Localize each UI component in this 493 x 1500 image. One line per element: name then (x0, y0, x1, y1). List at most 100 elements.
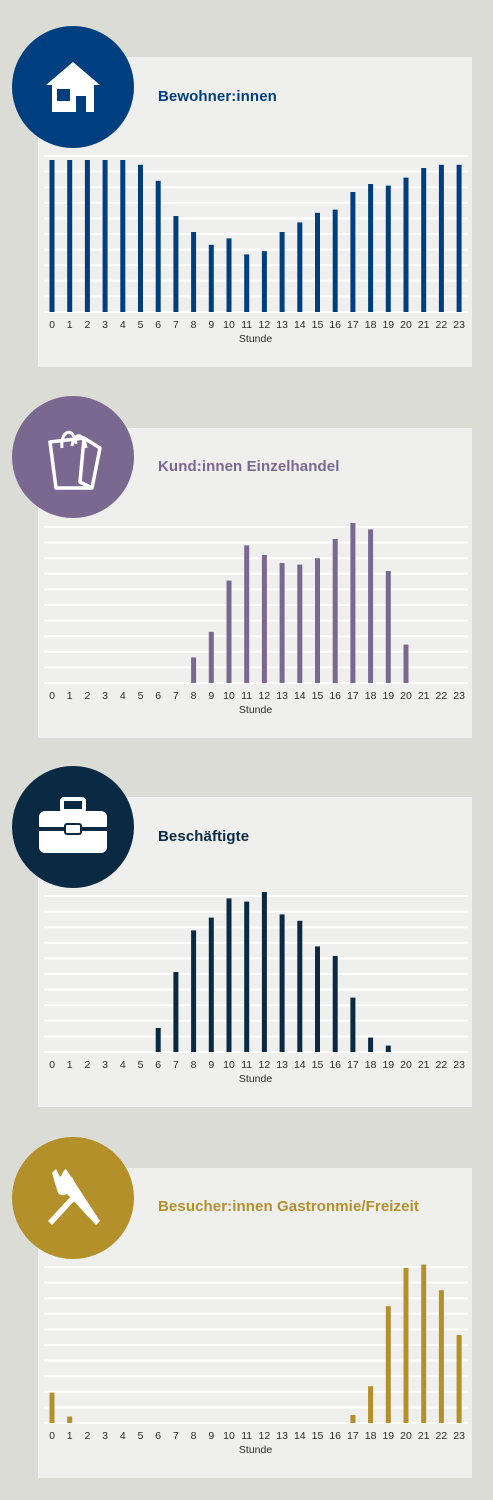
bar-hour-14 (297, 564, 303, 683)
bar-hour-8 (191, 232, 197, 312)
x-tick-label: 8 (191, 1430, 197, 1442)
house-icon (12, 26, 134, 148)
x-tick-label: 4 (120, 1059, 126, 1071)
bar-hour-21 (421, 168, 427, 312)
x-tick-label: 19 (382, 1430, 394, 1442)
chart-title: Besucher:innen Gastronmie/Freizeit (158, 1198, 419, 1215)
bar-hour-4 (120, 160, 126, 312)
bar-hour-16 (332, 956, 338, 1052)
x-tick-label: 7 (173, 690, 179, 702)
x-tick-label: 22 (436, 1059, 448, 1071)
x-tick-label: 5 (138, 690, 144, 702)
x-tick-label: 13 (276, 319, 288, 331)
bar-hour-11 (244, 545, 250, 683)
bar-hour-23 (456, 164, 462, 312)
shopping-bag-icon (12, 396, 134, 518)
chart-title: Bewohner:innen (158, 88, 277, 105)
bar-hour-8 (191, 930, 197, 1052)
bar-hour-20 (403, 644, 409, 683)
bar-hour-7 (173, 216, 179, 312)
x-tick-label: 19 (382, 690, 394, 702)
x-tick-label: 8 (191, 690, 197, 702)
x-tick-label: 19 (382, 319, 394, 331)
x-tick-label: 14 (294, 1059, 306, 1071)
x-axis-label: Stunde (239, 1444, 272, 1456)
bar-hour-11 (244, 254, 250, 312)
x-tick-label: 21 (418, 1059, 430, 1071)
x-tick-label: 2 (84, 690, 90, 702)
x-tick-label: 6 (155, 1059, 161, 1071)
chart-title: Beschäftigte (158, 828, 250, 845)
bar-hour-9 (208, 631, 214, 683)
bar-hour-20 (403, 177, 409, 312)
bar-hour-20 (403, 1267, 409, 1423)
bar-hour-13 (279, 563, 285, 683)
x-tick-label: 21 (418, 1430, 430, 1442)
bar-hour-0 (49, 160, 55, 312)
bar-hour-23 (456, 1335, 462, 1423)
bar-hour-22 (438, 1290, 444, 1423)
x-tick-label: 17 (347, 1430, 359, 1442)
bar-hour-19 (385, 185, 391, 312)
bar-hour-17 (350, 523, 356, 683)
x-tick-label: 23 (453, 1059, 465, 1071)
x-tick-label: 16 (329, 1430, 341, 1442)
bar-hour-1 (67, 160, 73, 312)
x-tick-label: 15 (312, 690, 324, 702)
x-tick-label: 3 (102, 1430, 108, 1442)
bar-hour-22 (438, 164, 444, 312)
x-tick-label: 10 (223, 690, 235, 702)
x-tick-label: 0 (49, 319, 55, 331)
x-tick-label: 12 (259, 690, 271, 702)
x-tick-label: 18 (365, 1430, 377, 1442)
x-tick-label: 9 (208, 690, 214, 702)
x-tick-label: 7 (173, 1430, 179, 1442)
x-tick-label: 23 (453, 690, 465, 702)
bar-hour-18 (368, 1386, 374, 1423)
bar-hour-18 (368, 529, 374, 683)
x-tick-label: 11 (241, 1059, 252, 1071)
bar-chart-einzelhandel: 0 1 2 3 4 5 6 7 8 9 10 11 12 13 14 15 16 17 18 19 20 21 22 23St… (44, 523, 468, 716)
bar-hour-17 (350, 1415, 356, 1423)
x-tick-label: 5 (138, 1430, 144, 1442)
x-tick-label: 0 (49, 1059, 55, 1071)
x-tick-label: 3 (102, 1059, 108, 1071)
bar-hour-19 (385, 1306, 391, 1423)
bar-hour-10 (226, 898, 232, 1052)
bar-hour-1 (67, 1416, 73, 1423)
x-tick-label: 14 (294, 690, 306, 702)
x-tick-label: 18 (365, 319, 377, 331)
x-tick-label: 1 (67, 319, 73, 331)
x-tick-label: 17 (347, 690, 359, 702)
x-tick-label: 22 (436, 690, 448, 702)
x-tick-label: 23 (453, 319, 465, 331)
bar-chart-bewohner: 0 1 2 3 4 5 6 7 8 9 10 11 12 13 14 15 16 17 18 19 20 21 22 23St… (44, 155, 468, 345)
x-tick-label: 9 (208, 319, 214, 331)
x-tick-label: 13 (276, 690, 288, 702)
x-tick-label: 0 (49, 690, 55, 702)
fork-knife-icon (12, 1137, 134, 1259)
x-tick-label: 4 (120, 319, 126, 331)
x-tick-label: 16 (329, 1059, 341, 1071)
x-tick-label: 3 (102, 319, 108, 331)
x-axis-label: Stunde (239, 704, 272, 716)
x-tick-label: 4 (120, 1430, 126, 1442)
bar-hour-9 (208, 244, 214, 312)
x-tick-label: 15 (312, 319, 324, 331)
x-tick-label: 15 (312, 1430, 324, 1442)
bar-hour-13 (279, 914, 285, 1052)
x-tick-label: 21 (418, 319, 430, 331)
briefcase-icon (12, 766, 134, 888)
bar-hour-15 (315, 946, 320, 1052)
x-tick-label: 17 (347, 319, 359, 331)
x-tick-label: 21 (418, 690, 430, 702)
bar-hour-12 (261, 892, 267, 1052)
x-tick-label: 2 (84, 1059, 90, 1071)
x-tick-label: 12 (259, 1430, 271, 1442)
x-tick-label: 5 (138, 1059, 144, 1071)
bar-hour-7 (173, 972, 179, 1052)
bar-hour-3 (102, 160, 108, 312)
bar-hour-16 (332, 539, 338, 683)
x-tick-label: 10 (223, 319, 235, 331)
x-tick-label: 10 (223, 1059, 235, 1071)
